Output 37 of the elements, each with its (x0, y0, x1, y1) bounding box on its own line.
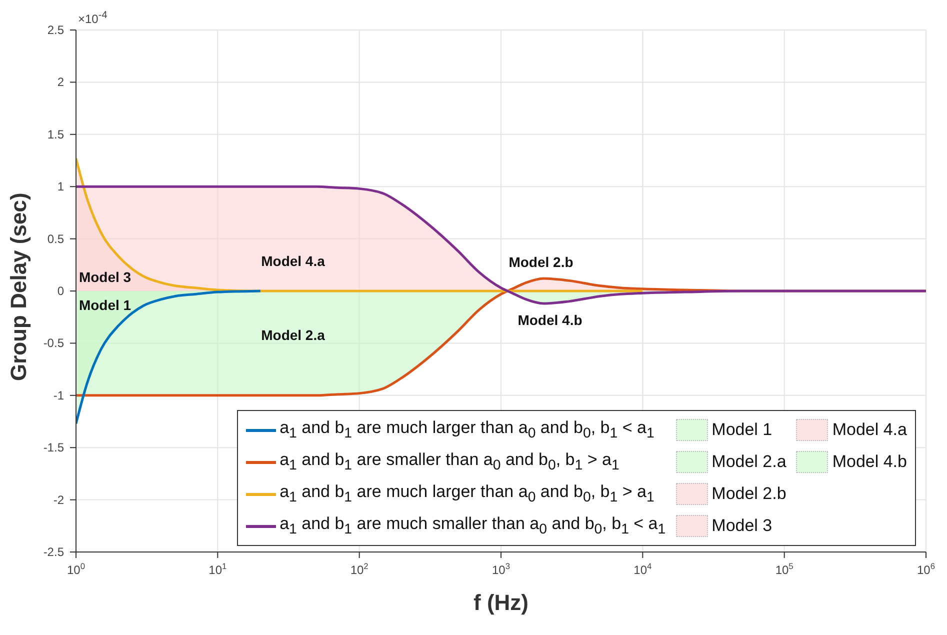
y-tick-label: 1.5 (47, 127, 64, 142)
y-tick-label: -0.5 (43, 336, 64, 350)
text: a$_{1}$ and b$_{1}$ are much larger than a$_{0}$ and b$_{0}$, b$_{1}$ > a$_{1}$ (280, 482, 654, 506)
x-tick-label: 10$^{5}$ (775, 561, 794, 577)
x-tick-label: 10$^{1}$ (208, 561, 228, 577)
text: a$_{1}$ and b$_{1}$ are smaller than a$_{0}$ and b$_{0}$, b$_{1}$ > a$_{1}$ (280, 450, 620, 474)
text: a$_{1}$ and b$_{1}$ are much larger than a$_{0}$ and b$_{0}$, b$_{1}$ < a$_{1}$ (280, 418, 654, 442)
x-tick-label: 10$^{2}$ (350, 561, 369, 577)
legend-label: Model 3 (712, 516, 772, 536)
x-tick-label: 10$^{6}$ (916, 561, 936, 577)
legend-label: Model 1 (712, 420, 772, 440)
text: a$_{1}$ and b$_{1}$ are much smaller than a$_{0}$ and b$_{0}$, b$_{1}$ < a$_{1}$ (280, 514, 666, 538)
annotation: Model 3 (78, 269, 132, 285)
x-axis-title: f (Hz) (474, 590, 528, 615)
y-tick-label: 0 (57, 284, 64, 298)
annotation: Model 1 (78, 297, 132, 313)
y-tick-label: -1.5 (43, 440, 64, 455)
y-tick-label: 2.5 (47, 23, 64, 37)
x-tick-label: 10$^{0}$ (66, 561, 86, 577)
y-tick-label: -2 (53, 492, 64, 507)
annotation: Model 4.b (518, 312, 582, 328)
legend-label: Model 4.b (832, 452, 907, 472)
legend-label: Model 2.a (712, 452, 786, 472)
y-tick-label: -1 (53, 388, 64, 402)
annotation: Model 2.a (261, 327, 325, 343)
legend-label: Model 2.b (712, 484, 786, 504)
x-tick-label: 10$^{3}$ (492, 561, 510, 577)
y-tick-label: 1 (57, 180, 64, 194)
x-tick-label: 10$^{4}$ (634, 561, 652, 577)
text: ×10$^{-4}$ (78, 10, 108, 26)
annotation: Model 2.b (508, 254, 574, 270)
annotation: Model 4.a (261, 253, 325, 269)
legend-label: Model 4.a (832, 420, 907, 440)
y-axis-title: Group Delay (sec) (6, 192, 31, 381)
y-tick-label: 2 (57, 75, 64, 90)
y-tick-label: 0.5 (47, 232, 64, 246)
y-tick-label: -2.5 (43, 545, 64, 559)
